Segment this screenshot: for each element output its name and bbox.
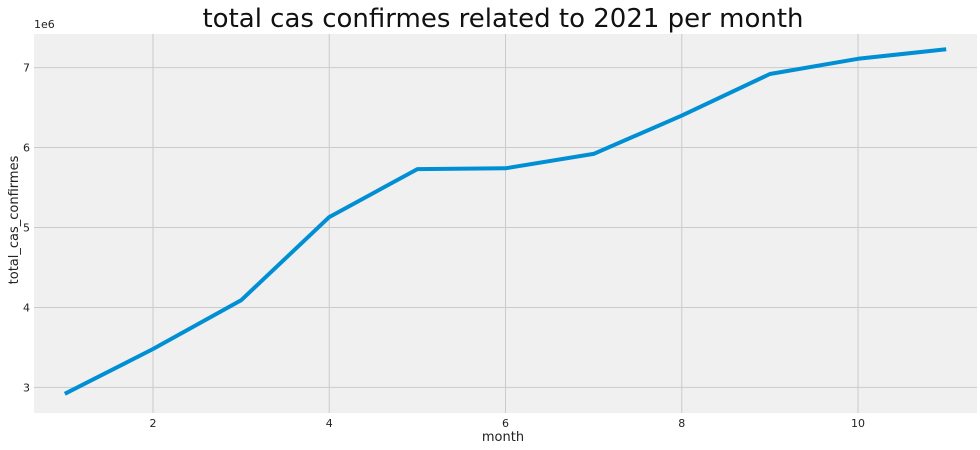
y-axis-label: total_cas_confirmes — [7, 155, 22, 284]
y-tick-label: 7 — [23, 62, 30, 75]
y-tick-label: 6 — [23, 142, 30, 155]
chart-title: total cas confirmes related to 2021 per … — [202, 4, 803, 34]
grid-lines — [34, 34, 977, 413]
x-tick-label: 8 — [678, 417, 685, 430]
y-tick-label: 3 — [23, 381, 30, 394]
x-tick-label: 10 — [851, 417, 865, 430]
y-tick-labels: 3 4 5 6 7 — [23, 62, 30, 395]
x-tick-labels: 2 4 6 8 10 — [149, 417, 865, 430]
y-tick-label: 4 — [23, 301, 30, 314]
y-axis-offset-label: 1e6 — [34, 18, 55, 31]
x-tick-label: 4 — [326, 417, 333, 430]
x-tick-label: 2 — [149, 417, 156, 430]
series-layer — [63, 47, 947, 396]
series-line — [63, 47, 947, 396]
x-axis-label: month — [482, 430, 524, 445]
y-tick-label: 5 — [23, 221, 30, 234]
x-tick-label: 6 — [502, 417, 509, 430]
